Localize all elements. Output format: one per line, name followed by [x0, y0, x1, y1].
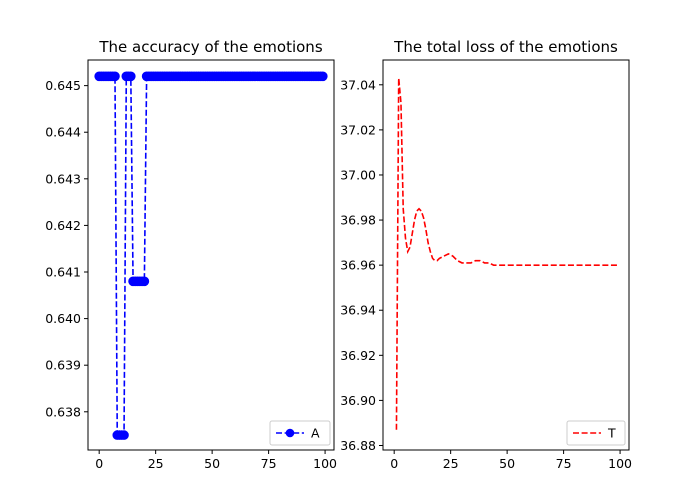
loss-x-tick-label: 0	[390, 456, 398, 471]
accuracy-data-point	[119, 430, 129, 440]
loss-y-tick-label: 36.90	[340, 393, 376, 408]
accuracy-legend-label: A	[311, 426, 320, 441]
loss-x-tick-label: 25	[443, 456, 459, 471]
accuracy-y-tick-label: 0.644	[45, 125, 81, 140]
accuracy-data-point	[318, 71, 328, 82]
loss-y-tick-label: 36.96	[340, 258, 376, 273]
accuracy-x-tick-label: 50	[204, 456, 220, 471]
accuracy-legend-marker	[285, 428, 295, 438]
loss-y-tick-label: 37.04	[340, 77, 376, 92]
accuracy-y-tick-label: 0.643	[45, 171, 81, 186]
loss-chart-title: The total loss of the emotions	[393, 38, 618, 56]
accuracy-y-tick-label: 0.638	[45, 404, 81, 419]
accuracy-chart: The accuracy of the emotions 0 25 50 75 100 0…	[45, 38, 337, 471]
accuracy-data-point	[110, 71, 120, 82]
loss-x-tick-label: 50	[499, 456, 515, 471]
accuracy-y-tick-label: 0.645	[45, 78, 81, 93]
accuracy-y-tick-label: 0.639	[45, 358, 81, 373]
accuracy-x-tick-label: 100	[313, 456, 337, 471]
loss-y-tick-label: 37.02	[340, 122, 376, 137]
loss-y-tick-label: 36.98	[340, 213, 376, 228]
accuracy-y-tick-label: 0.641	[45, 265, 81, 280]
loss-x-tick-label: 75	[556, 456, 572, 471]
accuracy-data-point	[126, 71, 136, 82]
accuracy-legend-box	[269, 420, 331, 446]
loss-y-tick-label: 36.94	[340, 303, 376, 318]
accuracy-x-tick-label: 25	[148, 456, 164, 471]
loss-y-tick-label: 36.88	[340, 438, 376, 453]
loss-y-tick-label: 37.00	[340, 167, 376, 182]
loss-x-tick-label: 100	[608, 456, 632, 471]
loss-series-line	[395, 77, 618, 430]
loss-chart: The total loss of the emotions 0 25 50 75 10…	[340, 38, 632, 471]
accuracy-y-tick-label: 0.640	[45, 311, 81, 326]
loss-legend-label: T	[607, 426, 616, 441]
accuracy-x-tick-label: 75	[261, 456, 277, 471]
accuracy-chart-title: The accuracy of the emotions	[98, 38, 322, 56]
accuracy-y-tick-label: 0.642	[45, 218, 81, 233]
accuracy-data-point	[139, 276, 150, 287]
accuracy-axes-frame	[87, 59, 335, 451]
loss-axes-frame	[382, 59, 630, 451]
accuracy-x-tick-label: 0	[95, 456, 103, 471]
loss-y-tick-label: 36.92	[340, 348, 376, 363]
